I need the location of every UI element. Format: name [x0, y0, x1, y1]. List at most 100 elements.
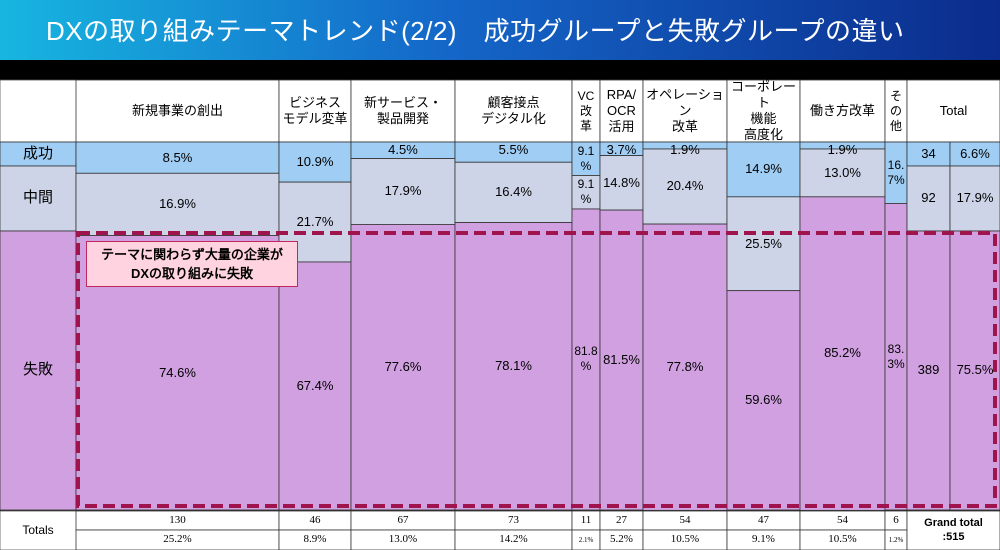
category-header: 顧客接点 デジタル化	[481, 94, 546, 126]
total-header-bg	[906, 79, 1000, 143]
totals-count: 11	[580, 513, 592, 526]
grand-total: Grand total:515	[924, 516, 983, 543]
bar-segment-failure	[599, 209, 644, 511]
total-value-failure: 75.5%	[956, 362, 994, 378]
category-header: その他	[889, 88, 902, 133]
totals-share: 1.2%	[888, 535, 904, 544]
page-title: DXの取り組みテーマトレンド(2/2) 成功グループと失敗グループの違い	[46, 16, 905, 46]
totals-count: 130	[169, 513, 186, 526]
totals-count: 67	[397, 513, 409, 526]
data-label-success: 14.9%	[745, 161, 782, 177]
total-value-middle: 17.9%	[956, 190, 994, 206]
totals-count: 54	[837, 513, 848, 526]
data-label-success: 9.1%	[577, 143, 595, 173]
totals-share: 10.5%	[670, 533, 700, 546]
data-label-success: 1.9%	[670, 141, 700, 157]
bar-segment-success	[726, 141, 801, 198]
category-header: 新サービス・ 製品開発	[363, 94, 442, 126]
bar-segment-success	[278, 141, 352, 183]
total-value-success: 34	[921, 145, 936, 161]
grand-total-bg	[906, 510, 1000, 550]
data-label-failure: 83. 3%	[887, 341, 905, 371]
data-label-success: 16. 7%	[887, 157, 905, 187]
totals-count: 73	[508, 513, 519, 526]
bar-segment-middle	[454, 161, 573, 223]
bar-segment-failure	[454, 222, 573, 511]
data-label-middle: 21.7%	[296, 213, 334, 229]
category-header: 新規事業の創出	[131, 102, 223, 118]
totals-share: 9.1%	[752, 533, 775, 546]
total-value-failure: 389	[917, 362, 940, 378]
row-label-middle: 中間	[22, 189, 53, 207]
data-label-middle: 13.0%	[824, 164, 861, 180]
bar-segment-middle	[726, 196, 801, 292]
data-label-middle: 14.8%	[603, 174, 640, 190]
data-label-success: 10.9%	[296, 153, 334, 169]
data-label-failure: 81.5%	[603, 351, 640, 367]
bar-segment-failure	[571, 208, 601, 511]
data-label-failure: 67.4%	[296, 377, 334, 393]
bar-segment-failure	[350, 224, 456, 511]
totals-share: 8.9%	[303, 533, 327, 546]
data-label-failure: 81.8%	[574, 344, 598, 374]
data-label-middle: 16.9%	[159, 196, 196, 212]
data-label-failure: 59.6%	[745, 392, 782, 408]
total-cell-failure	[906, 230, 951, 511]
callout-box: テーマに関わらず大量の企業が DXの取り組みに失敗	[86, 241, 298, 287]
callout-line1: テーマに関わらず大量の企業が	[101, 246, 283, 262]
totals-share: 25.2%	[163, 533, 192, 546]
data-label-middle: 20.4%	[666, 178, 704, 194]
category-header-bg	[454, 79, 573, 143]
bar-segment-success	[571, 141, 601, 176]
data-label-success: 3.7%	[606, 141, 637, 157]
category-header: オペレーション 改革	[646, 86, 724, 135]
category-header-bg	[726, 79, 801, 143]
total-cell-failure	[949, 230, 1000, 511]
category-header-bg	[278, 79, 352, 143]
category-header: RPA/OCR 活用	[606, 86, 637, 135]
totals-count: 27	[616, 513, 627, 526]
data-label-success: 1.9%	[827, 141, 858, 157]
total-value-success: 6.6%	[960, 145, 990, 161]
bar-segment-middle	[571, 175, 601, 210]
category-header: ビジネス モデル変革	[282, 94, 348, 126]
category-header-bg	[75, 79, 280, 143]
data-label-middle: 16.4%	[495, 184, 532, 200]
callout-line2: DXの取り組みに失敗	[130, 266, 254, 281]
totals-share: 14.2%	[499, 533, 528, 546]
data-label-failure: 74.6%	[159, 364, 196, 380]
bar-segment-middle	[599, 155, 644, 211]
row-label-failure: 失敗	[22, 361, 53, 379]
total-cell-success	[949, 141, 1000, 167]
totals-count: 47	[758, 513, 769, 526]
data-label-middle: 17.9%	[384, 183, 422, 199]
data-label-middle: 9.1%	[577, 177, 595, 207]
bar-segment-middle	[799, 148, 886, 198]
total-header: Total	[939, 102, 968, 118]
data-label-failure: 77.6%	[384, 359, 422, 375]
category-header: コーポレート 機能 高度化	[730, 78, 796, 143]
totals-share: 13.0%	[388, 533, 418, 546]
totals-count: 6	[893, 513, 899, 526]
data-label-success: 4.5%	[388, 141, 418, 157]
title-banner: DXの取り組みテーマトレンド(2/2) 成功グループと失敗グループの違い	[0, 0, 1000, 60]
row-label-success: 成功	[22, 144, 53, 162]
data-label-failure: 78.1%	[495, 358, 532, 374]
data-label-failure: 85.2%	[824, 345, 861, 361]
totals-share: 5.2%	[610, 533, 633, 546]
category-header: 働き方改革	[809, 102, 875, 118]
category-header-bg	[799, 79, 886, 143]
bar-segment-failure	[642, 223, 728, 511]
category-header: VC 改革	[577, 88, 595, 133]
data-label-success: 5.5%	[498, 141, 529, 157]
total-value-middle: 92	[921, 190, 936, 206]
row-label-failure-bg	[0, 230, 77, 511]
totals-share: 2.1%	[578, 535, 594, 544]
totals-count: 46	[309, 513, 321, 526]
data-label-middle: 25.5%	[745, 235, 782, 251]
row-label-totals: Totals	[22, 523, 54, 537]
totals-share: 10.5%	[828, 533, 857, 546]
bar-segment-middle	[350, 158, 456, 225]
total-cell-middle	[949, 165, 1000, 232]
